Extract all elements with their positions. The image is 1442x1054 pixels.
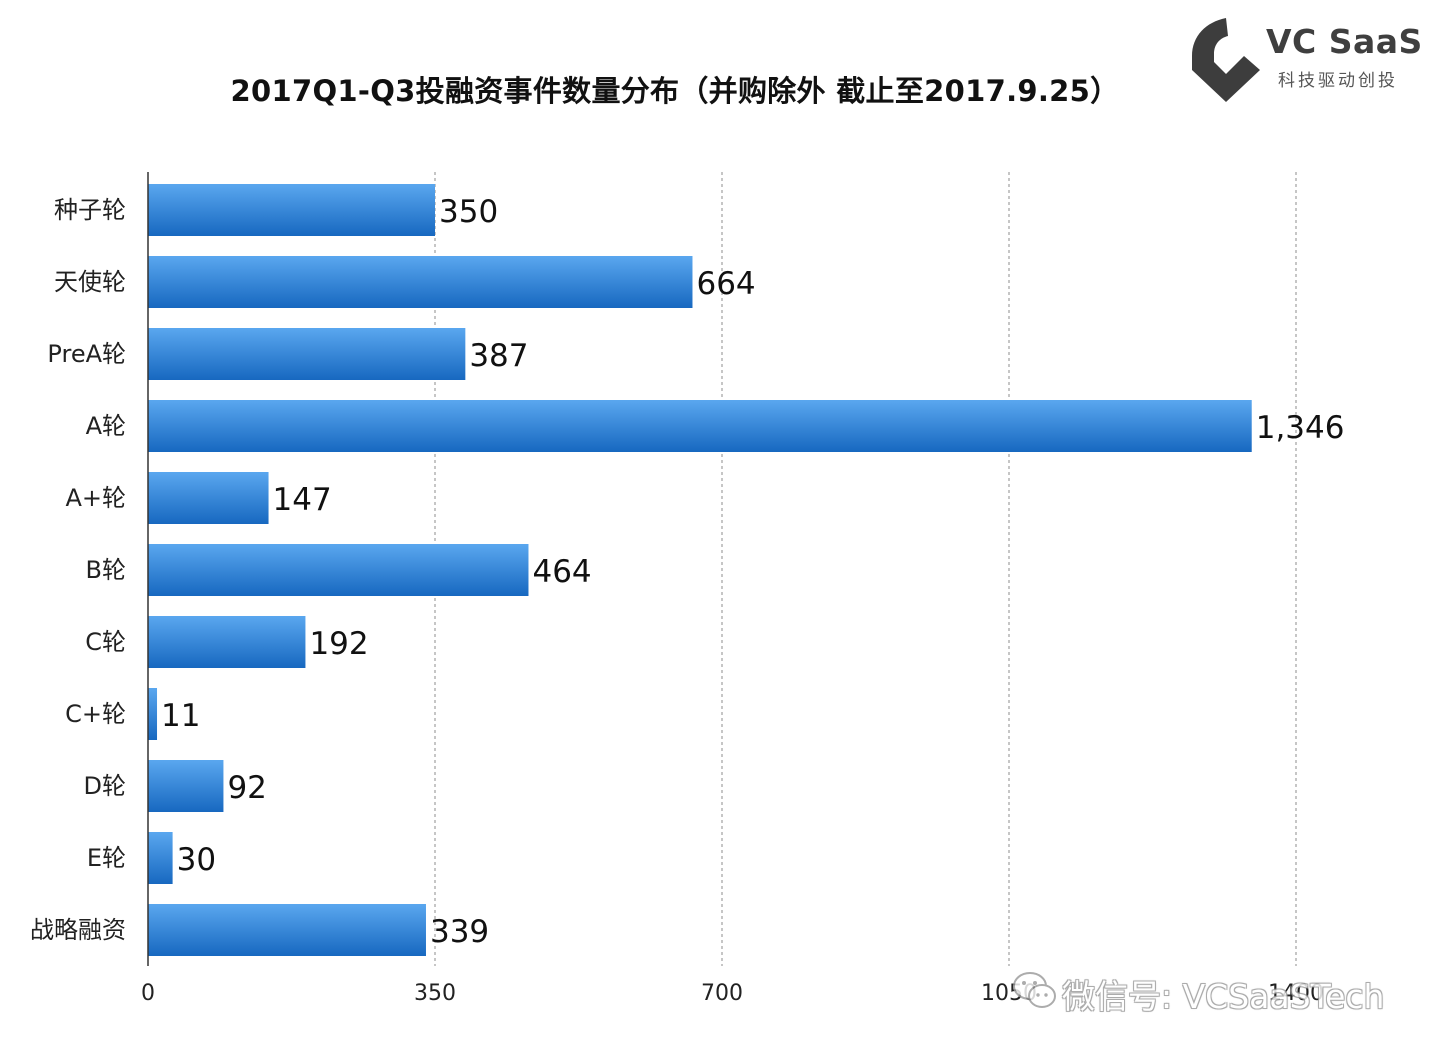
bar-value-label: 1,346 bbox=[1256, 410, 1345, 446]
category-label: A轮 bbox=[86, 412, 126, 440]
bar-value-label: 339 bbox=[430, 914, 489, 950]
x-tick-label: 700 bbox=[701, 981, 743, 1006]
bar bbox=[148, 400, 1252, 452]
category-label: A+轮 bbox=[65, 484, 126, 512]
category-label: B轮 bbox=[86, 556, 126, 584]
watermark: 微信号: VCSaaSTech bbox=[1012, 966, 1412, 1018]
bar bbox=[148, 472, 269, 524]
x-tick-label: 350 bbox=[414, 981, 456, 1006]
bars bbox=[148, 184, 1252, 956]
category-label: 种子轮 bbox=[54, 196, 126, 224]
brand-logo: VC SaaS 科技驱动创投 bbox=[1188, 14, 1422, 106]
bar bbox=[148, 184, 435, 236]
x-tick-label: 0 bbox=[141, 981, 155, 1006]
category-label: PreA轮 bbox=[47, 340, 126, 368]
logo-name: VC SaaS bbox=[1266, 22, 1423, 61]
wechat-icon bbox=[1013, 972, 1056, 1008]
labels: 0 350 700 1050 1400350种子轮664天使轮387PreA轮1,346… bbox=[30, 194, 1345, 1006]
bar-value-label: 92 bbox=[227, 770, 266, 806]
bar-value-label: 387 bbox=[469, 338, 528, 374]
logo-slogan: 科技驱动创投 bbox=[1278, 71, 1398, 91]
bar bbox=[148, 832, 173, 884]
bar-value-label: 147 bbox=[273, 482, 332, 518]
x-tick-label: 1400 bbox=[1268, 981, 1324, 1006]
category-label: 战略融资 bbox=[30, 916, 126, 944]
bar bbox=[148, 688, 158, 740]
category-label: E轮 bbox=[87, 844, 126, 872]
bar-value-label: 30 bbox=[177, 842, 216, 878]
bar-value-label: 11 bbox=[161, 698, 200, 734]
bar bbox=[148, 544, 529, 596]
bar-value-label: 350 bbox=[439, 194, 498, 230]
bar bbox=[148, 616, 306, 668]
category-label: D轮 bbox=[84, 772, 126, 800]
chart-title: 2017Q1-Q3投融资事件数量分布（并购除外 截止至2017.9.25） bbox=[230, 74, 1120, 108]
category-label: 天使轮 bbox=[54, 268, 126, 296]
bar bbox=[148, 256, 693, 308]
bar-value-label: 664 bbox=[696, 266, 755, 302]
bar-value-label: 192 bbox=[309, 626, 368, 662]
watermark-text: 微信号: VCSaaSTech bbox=[1062, 977, 1385, 1016]
bar bbox=[148, 904, 426, 956]
category-label: C轮 bbox=[85, 628, 126, 656]
bar bbox=[148, 760, 224, 812]
logo-mark-icon bbox=[1192, 18, 1260, 102]
bar bbox=[148, 328, 466, 380]
bar-value-label: 464 bbox=[532, 554, 591, 590]
category-label: C+轮 bbox=[65, 700, 126, 728]
